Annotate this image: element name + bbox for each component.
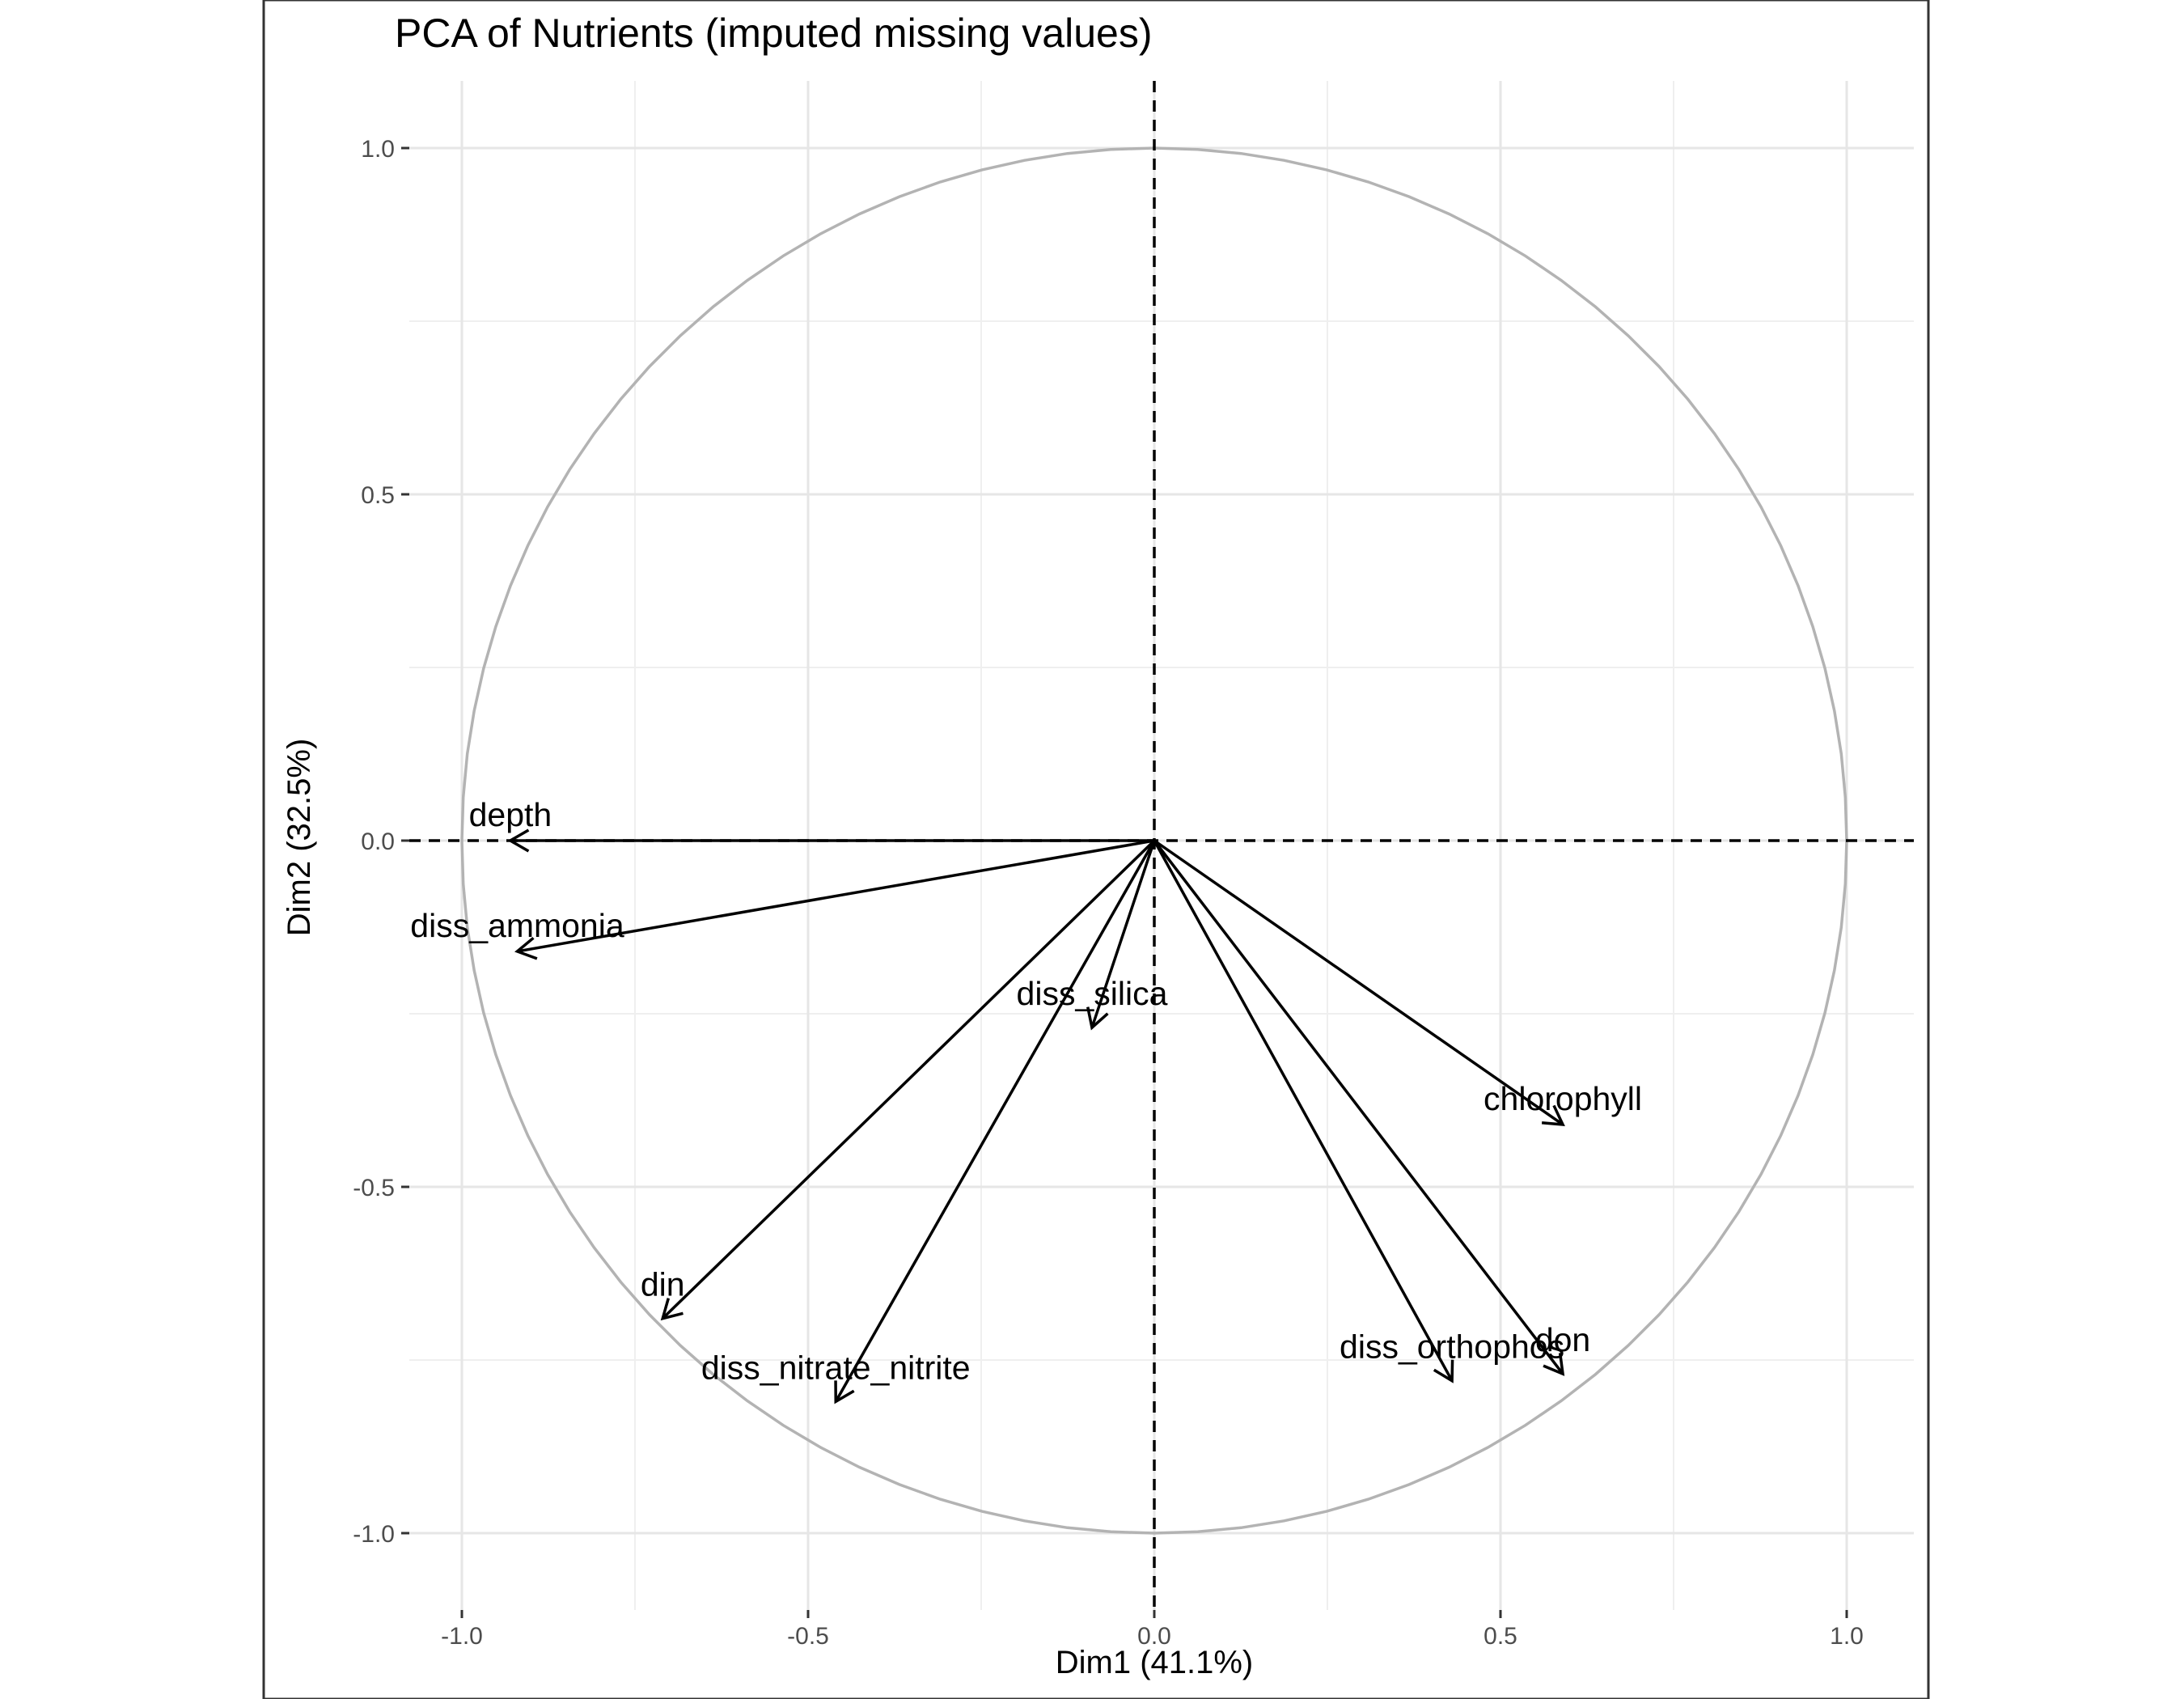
arrow-shaft bbox=[834, 840, 1156, 1403]
arrow-diss_silica bbox=[1086, 840, 1156, 1031]
x-tick-label: 0.0 bbox=[1137, 1623, 1171, 1650]
arrow-shaft bbox=[1153, 839, 1564, 1126]
arrow-shaft bbox=[1153, 840, 1454, 1382]
variable-label-diss_silica: diss_silica bbox=[1017, 975, 1168, 1012]
reference-lines bbox=[409, 81, 1914, 1610]
variable-label-chlorophyll: chlorophyll bbox=[1484, 1080, 1642, 1117]
arrow-diss_nitrate_nitrite bbox=[834, 840, 1156, 1405]
arrow-shaft bbox=[1153, 839, 1564, 1375]
variable-label-diss_nitrate_nitrite: diss_nitrate_nitrite bbox=[701, 1349, 971, 1386]
arrow-head bbox=[1541, 1104, 1565, 1126]
y-tick-label: -0.5 bbox=[353, 1175, 395, 1201]
variable-label-diss_orthophos: diss_orthophos bbox=[1340, 1328, 1564, 1366]
arrow-head bbox=[1433, 1359, 1454, 1383]
arrow-head bbox=[834, 1380, 855, 1405]
arrow-don bbox=[1153, 839, 1565, 1376]
y-axis: -1.0 -0.5 0.0 0.5 1.0 bbox=[353, 136, 409, 1548]
unit-circle-layer bbox=[460, 146, 1848, 1535]
arrow-diss_orthophos bbox=[1153, 840, 1454, 1383]
arrow-din bbox=[660, 839, 1156, 1321]
x-tick-label: -0.5 bbox=[787, 1623, 829, 1650]
arrow-head bbox=[507, 828, 530, 853]
arrow-chlorophyll bbox=[1153, 839, 1565, 1126]
y-axis-title: Dim2 (32.5%) bbox=[281, 739, 317, 937]
x-tick-label: -1.0 bbox=[441, 1623, 483, 1650]
arrow-head bbox=[1086, 1006, 1109, 1031]
chart-title: PCA of Nutrients (imputed missing values… bbox=[395, 11, 1152, 56]
y-tick-label: 0.0 bbox=[361, 828, 395, 855]
arrow-shaft bbox=[1090, 840, 1156, 1028]
arrow-diss_ammonia bbox=[514, 839, 1155, 960]
x-tick-label: 1.0 bbox=[1830, 1623, 1864, 1650]
grid-minor bbox=[409, 81, 1914, 1610]
x-tick-label: 0.5 bbox=[1484, 1623, 1517, 1650]
arrow-shaft bbox=[517, 839, 1155, 953]
x-axis: -1.0 -0.5 0.0 0.5 1.0 bbox=[441, 1610, 1864, 1650]
variable-label-din: din bbox=[641, 1266, 685, 1303]
unit-circle bbox=[460, 146, 1848, 1535]
arrow-head bbox=[514, 936, 538, 960]
y-tick-label: 1.0 bbox=[361, 136, 395, 163]
variable-label-diss_ammonia: diss_ammonia bbox=[410, 907, 624, 944]
arrow-head bbox=[660, 1298, 684, 1321]
y-tick-label: 0.5 bbox=[361, 482, 395, 509]
arrow-depth bbox=[507, 828, 1154, 853]
x-axis-title: Dim1 (41.1%) bbox=[1056, 1645, 1254, 1680]
arrow-shaft bbox=[662, 839, 1156, 1320]
y-tick-label: -1.0 bbox=[353, 1521, 395, 1548]
variable-arrows bbox=[507, 828, 1565, 1405]
variable-label-don: don bbox=[1535, 1321, 1590, 1358]
arrow-head bbox=[1543, 1353, 1565, 1376]
variable-label-depth: depth bbox=[469, 796, 552, 833]
